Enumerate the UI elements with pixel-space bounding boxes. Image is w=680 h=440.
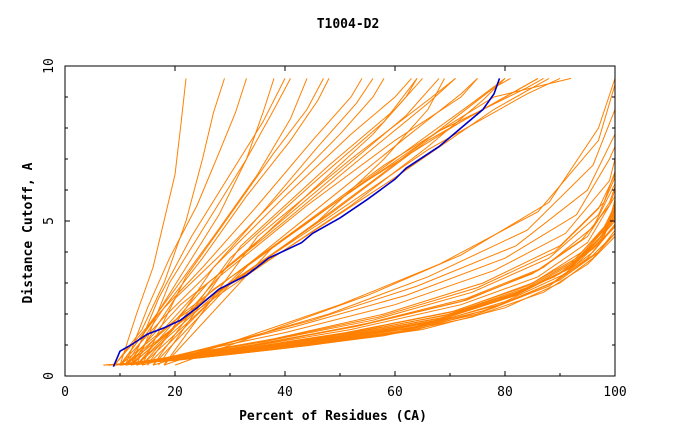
model-line-26 [119, 186, 616, 366]
model-line-37 [130, 78, 286, 366]
model-line-31 [125, 174, 616, 366]
model-line-62 [136, 77, 561, 366]
model-line-49 [125, 78, 506, 366]
x-tick-label: 80 [497, 385, 513, 400]
model-line-12 [108, 208, 616, 366]
model-line-59 [147, 77, 544, 366]
model-line-44 [141, 78, 324, 366]
model-line-35 [125, 78, 247, 366]
series-group [103, 77, 616, 366]
model-line-6 [114, 195, 616, 366]
model-line-57 [125, 78, 478, 366]
x-tick-label: 20 [167, 385, 183, 400]
model-line-40 [136, 78, 291, 366]
model-line-50 [152, 78, 418, 366]
model-line-63 [163, 77, 572, 366]
model-line-34 [114, 78, 225, 366]
y-tick-label: 0 [42, 372, 57, 380]
model-line-17 [130, 158, 616, 366]
model-line-29 [114, 206, 616, 366]
model-line-52 [141, 78, 478, 366]
model-line-46 [130, 78, 440, 366]
model-line-48 [147, 78, 412, 366]
model-line-41 [119, 78, 363, 366]
model-line-61 [152, 77, 539, 366]
ticks-group: 0 20 40 60 80 100 0 5 10 [42, 58, 627, 400]
model-line-1 [108, 233, 616, 366]
x-tick-label: 0 [61, 385, 69, 400]
model-line-20 [119, 177, 616, 366]
model-line-5 [108, 220, 616, 366]
y-axis-label: Distance Cutoff, A [21, 162, 36, 303]
model-line-45 [119, 78, 445, 366]
model-line-18 [108, 233, 616, 366]
model-line-23 [136, 146, 616, 366]
model-line-38 [114, 78, 308, 366]
x-axis-label: Percent of Residues (CA) [239, 409, 427, 424]
y-tick-label: 10 [42, 58, 57, 74]
model-line-28 [163, 84, 616, 366]
x-tick-label: 100 [603, 385, 626, 400]
y-tick-label: 5 [42, 217, 57, 225]
model-line-56 [163, 78, 456, 366]
model-line-33 [119, 78, 187, 366]
model-line-53 [119, 78, 374, 366]
chart-title: T1004-D2 [317, 17, 380, 32]
model-line-22 [114, 212, 616, 366]
x-tick-label: 60 [387, 385, 403, 400]
highlight-series-group [112, 78, 501, 368]
highlight-model-line [112, 78, 501, 368]
model-line-54 [158, 78, 423, 366]
plot-area: 0 20 40 60 80 100 0 5 10 [42, 58, 627, 400]
model-line-30 [108, 216, 616, 366]
model-line-27 [152, 109, 616, 366]
model-line-36 [119, 78, 275, 366]
model-line-25 [141, 133, 616, 366]
model-line-32 [174, 78, 616, 366]
model-line-24 [103, 225, 616, 366]
model-line-47 [136, 78, 456, 366]
x-tick-label: 40 [277, 385, 293, 400]
